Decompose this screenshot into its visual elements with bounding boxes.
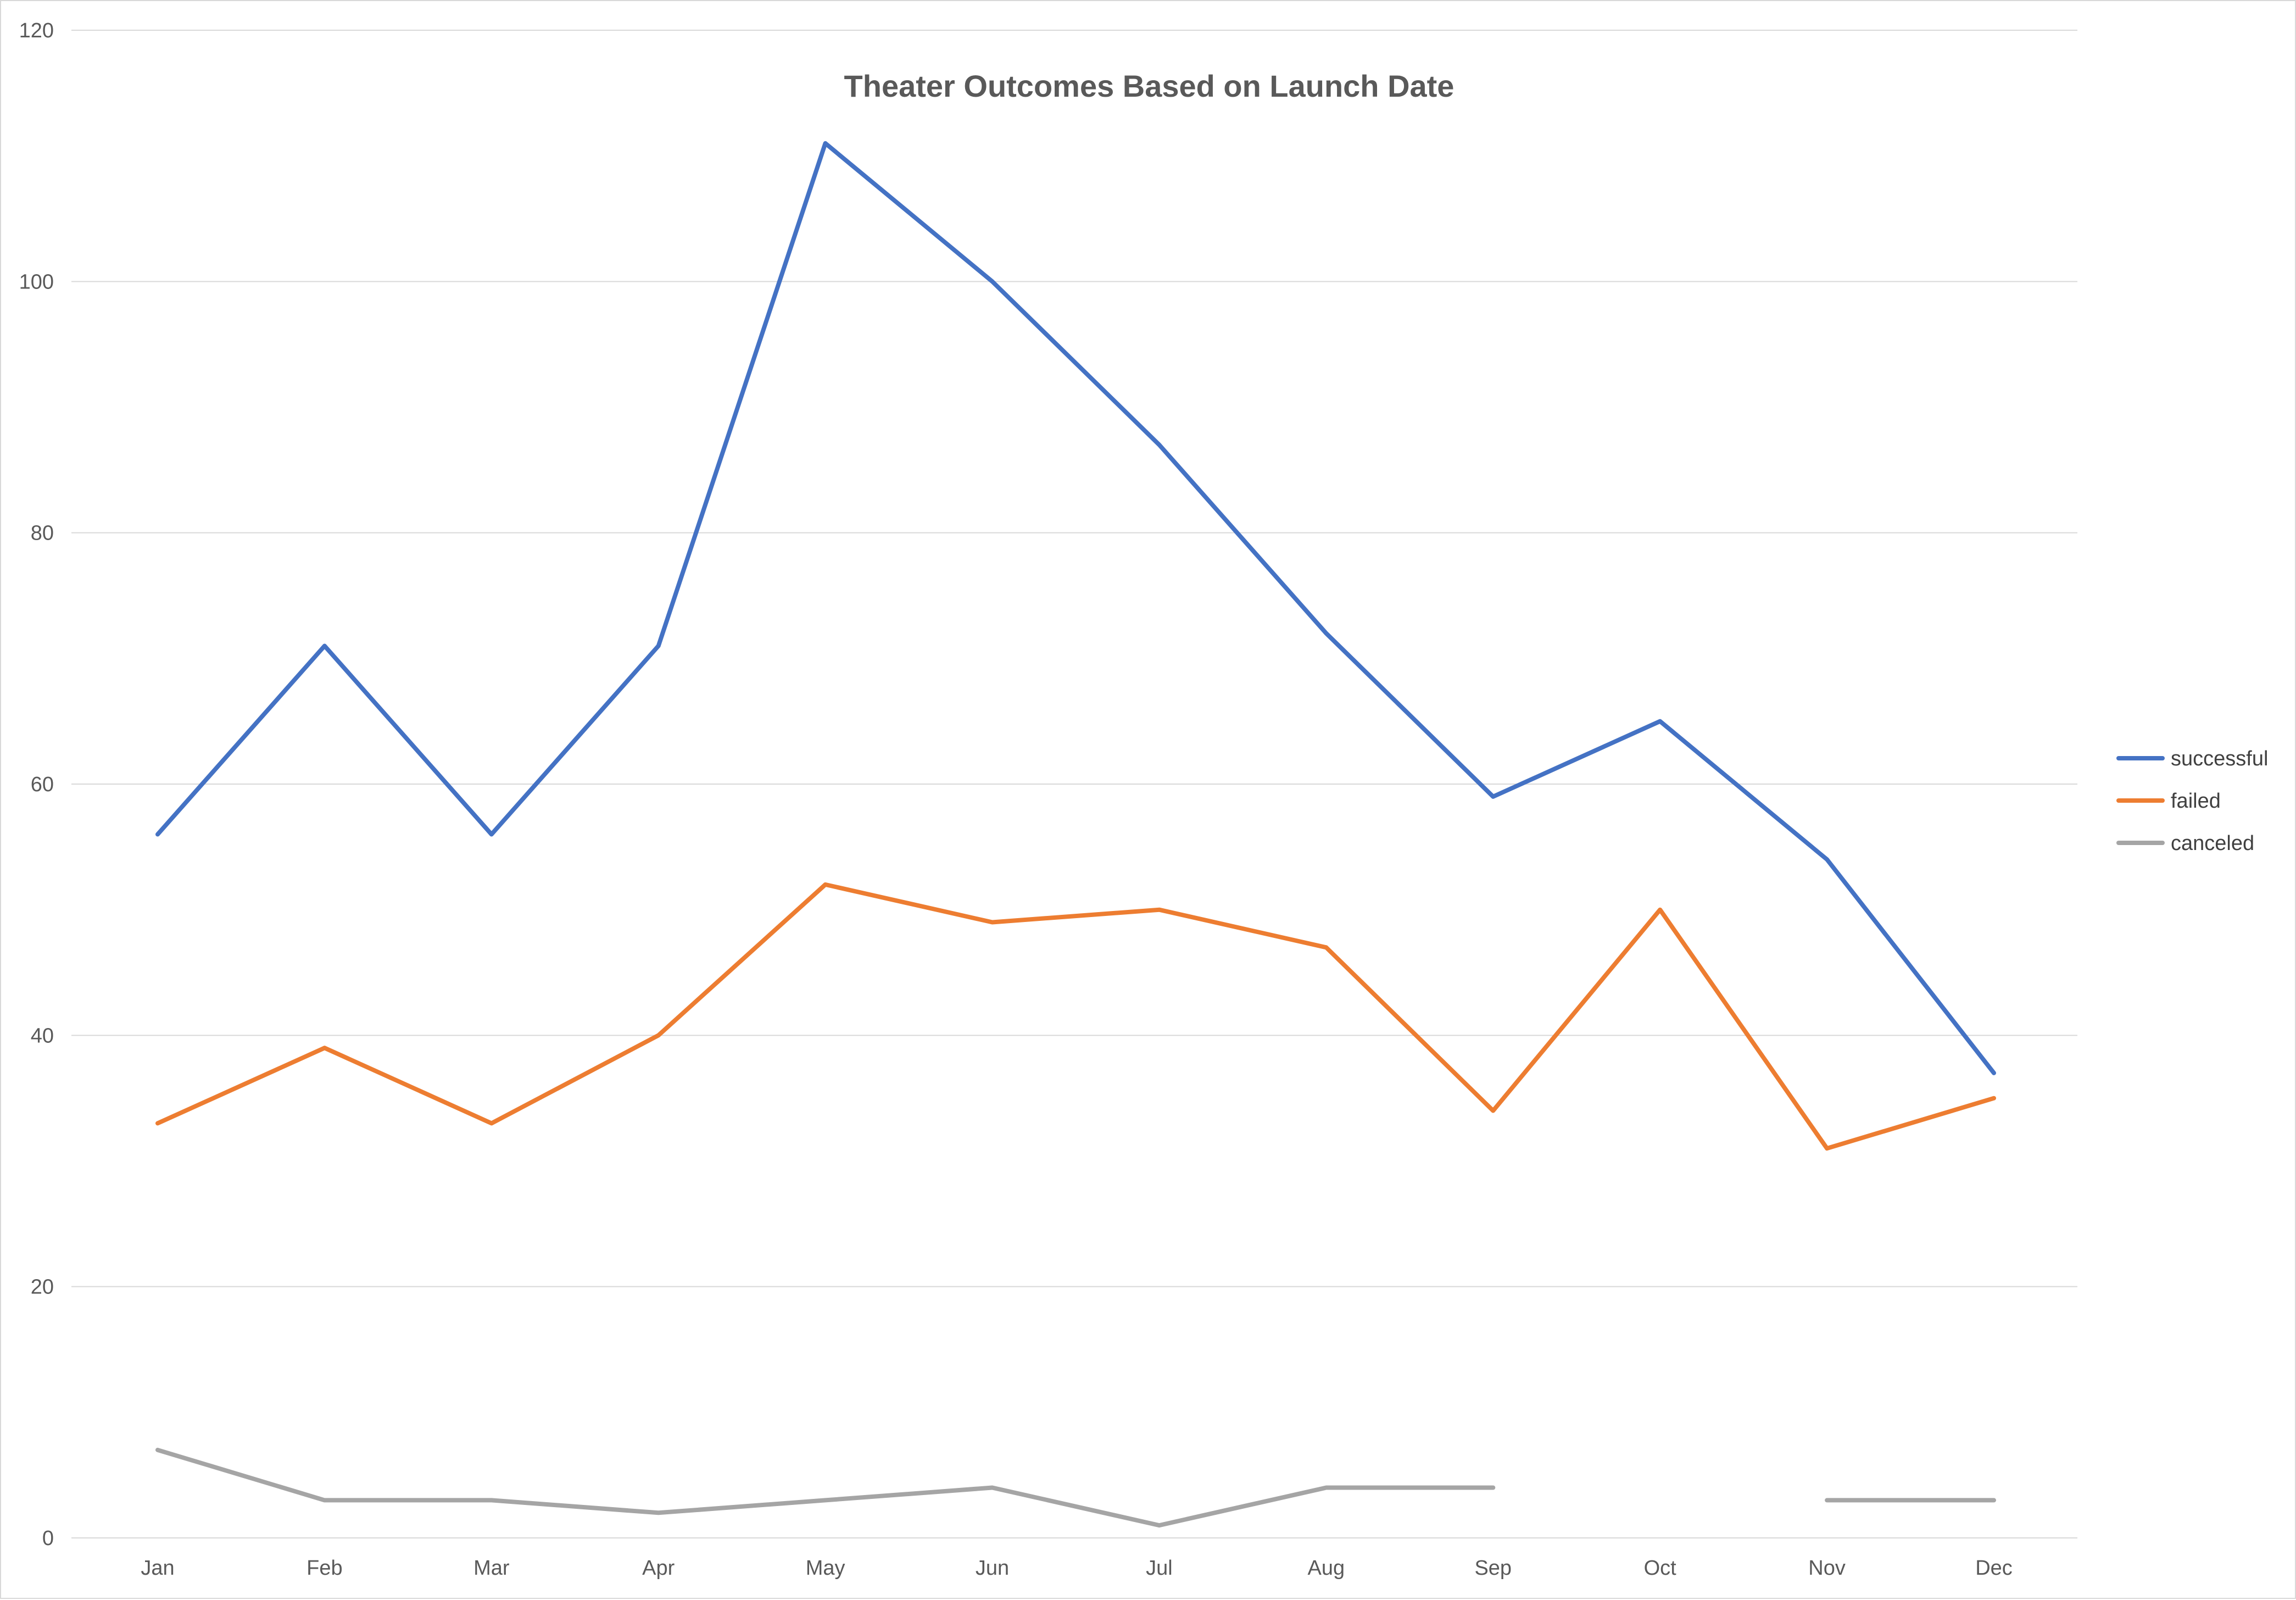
y-tick-label-80: 80 (31, 522, 54, 545)
x-tick-label-jul: Jul (1146, 1557, 1173, 1580)
x-tick-label-jan: Jan (141, 1557, 174, 1580)
legend-label-failed: failed (2171, 790, 2221, 813)
x-tick-label-aug: Aug (1308, 1557, 1345, 1580)
y-tick-label-40: 40 (31, 1024, 54, 1047)
series-line-canceled (155, 1447, 1996, 1528)
series-lines (155, 141, 1996, 1528)
x-tick-label-nov: Nov (1808, 1557, 1846, 1580)
y-axis-tick-labels: 0 20 40 60 80 100 120 (19, 19, 54, 1550)
x-axis-tick-labels: Jan Feb Mar Apr May Jun Jul Aug Sep Oct Nov Dec (141, 1557, 2012, 1580)
x-tick-label-sep: Sep (1474, 1557, 1512, 1580)
y-tick-label-100: 100 (19, 270, 54, 293)
series-line-successful (155, 141, 1996, 1075)
y-tick-label-0: 0 (42, 1527, 54, 1550)
x-tick-label-jun: Jun (976, 1557, 1009, 1580)
x-tick-label-oct: Oct (1644, 1557, 1677, 1580)
x-tick-label-apr: Apr (642, 1557, 675, 1580)
legend: successful failed canceled (2116, 747, 2268, 855)
chart-title: Theater Outcomes Based on Launch Date (844, 69, 1454, 103)
legend-label-successful: successful (2171, 747, 2268, 770)
gridlines (71, 30, 2077, 1538)
x-tick-label-feb: Feb (306, 1557, 342, 1580)
y-tick-label-20: 20 (31, 1276, 54, 1299)
x-tick-label-dec: Dec (1975, 1557, 2013, 1580)
legend-label-canceled: canceled (2171, 832, 2254, 855)
y-tick-label-60: 60 (31, 773, 54, 796)
x-tick-label-may: May (806, 1557, 845, 1580)
x-tick-label-mar: Mar (473, 1557, 510, 1580)
series-line-failed (155, 882, 1996, 1151)
y-tick-label-120: 120 (19, 19, 54, 42)
